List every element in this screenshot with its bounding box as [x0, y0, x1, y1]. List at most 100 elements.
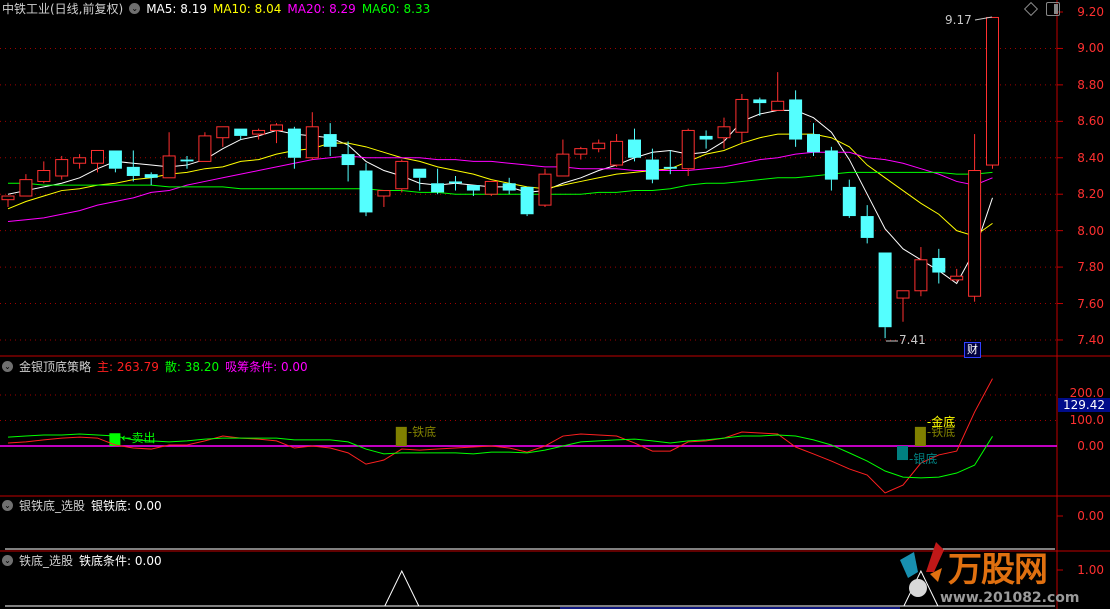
- candle: [377, 190, 391, 207]
- candle: [538, 168, 552, 207]
- signal-label: -银底: [909, 452, 938, 467]
- candle: [413, 168, 427, 191]
- candle-body: [395, 160, 409, 190]
- ind-tick-200: 200.0: [1069, 386, 1104, 400]
- candle: [860, 205, 874, 244]
- candle-body: [19, 179, 33, 197]
- candle-body: [878, 252, 892, 328]
- diamond-icon[interactable]: [1023, 1, 1039, 17]
- logo-text: 万股网: [948, 550, 1048, 590]
- indicator-header: ⌄ 金银顶底策略 主: 263.79 散: 38.20 吸筹条件: 0.00: [2, 358, 308, 375]
- chevron-down-icon[interactable]: ⌄: [2, 500, 13, 511]
- candle-body: [198, 135, 212, 162]
- candle: [628, 128, 641, 162]
- stock-title[interactable]: 中铁工业(日线,前复权): [2, 2, 124, 16]
- candle: [645, 148, 659, 184]
- panel3-value: 银铁底: 0.00: [91, 499, 162, 513]
- candle: [234, 128, 248, 140]
- iron-bottom-signal: [903, 569, 939, 607]
- candle-body: [807, 134, 820, 153]
- indicator-line: [7, 378, 993, 494]
- candle-body: [413, 168, 427, 178]
- candle-body: [699, 135, 713, 140]
- candle-body: [234, 128, 248, 136]
- candle-body: [1, 195, 15, 201]
- signal-bar: [914, 426, 926, 446]
- signal-label: -铁底: [926, 424, 956, 439]
- price-tick-label: 8.80: [1077, 77, 1104, 92]
- candle: [574, 146, 588, 160]
- panel4-tick: 1.00: [1077, 563, 1104, 577]
- accumulation-value: 吸筹条件: 0.00: [225, 360, 308, 374]
- candle-body: [860, 216, 874, 238]
- candle-body: [180, 159, 194, 162]
- candle-body: [466, 185, 480, 191]
- candle: [37, 161, 51, 184]
- panel-toggle-icon[interactable]: [1046, 2, 1060, 16]
- price-tick-label: 8.00: [1077, 223, 1104, 238]
- price-tick-label: 9.20: [1077, 5, 1104, 19]
- iron-bottom-plot: [5, 515, 1063, 609]
- price-tick-label: 8.60: [1077, 114, 1104, 129]
- candle-body: [645, 159, 659, 180]
- candle-body: [55, 159, 69, 177]
- price-tick-label: 8.20: [1077, 187, 1104, 202]
- candle-body: [377, 190, 391, 197]
- panel4-value: 铁底条件: 0.00: [79, 554, 162, 568]
- ind-tick-100: 100.0: [1069, 413, 1104, 427]
- candle-body: [359, 170, 373, 213]
- candle: [502, 177, 516, 195]
- candle-body: [520, 186, 534, 215]
- top-right-controls: [1023, 1, 1060, 17]
- candle-body: [950, 275, 964, 281]
- candle: [986, 16, 999, 169]
- candle: [395, 159, 409, 193]
- low-price-label: 7.41: [899, 333, 926, 347]
- price-tick-label: 7.40: [1077, 332, 1104, 347]
- candle-body: [484, 180, 498, 195]
- ma20-label: MA20: 8.29: [287, 1, 356, 16]
- ind-tick-0: 0.00: [1077, 439, 1104, 453]
- chevron-down-icon[interactable]: ⌄: [129, 3, 141, 14]
- finance-badge[interactable]: 财: [964, 342, 981, 358]
- candle-body: [287, 128, 301, 158]
- candle-body: [91, 149, 104, 164]
- candle-body: [753, 99, 767, 104]
- indicator-title[interactable]: 金银顶底策略: [19, 360, 92, 374]
- chevron-down-icon[interactable]: ⌄: [2, 555, 13, 566]
- candle: [216, 126, 230, 147]
- candle: [431, 168, 445, 195]
- candle: [681, 128, 695, 176]
- candle: [180, 155, 194, 169]
- candle: [449, 175, 462, 191]
- candle: [144, 172, 158, 186]
- panel3-tick: 0.00: [1077, 509, 1104, 523]
- candle-body: [73, 157, 87, 164]
- candle: [359, 163, 373, 217]
- logo: 万股网 www.201082.com: [896, 542, 1080, 608]
- candle-body: [914, 259, 928, 292]
- candle: [663, 150, 677, 175]
- panel4-header: ⌄ 铁底_选股 铁底条件: 0.00: [2, 552, 162, 569]
- candle: [735, 93, 749, 144]
- candle: [19, 174, 33, 197]
- chevron-down-icon[interactable]: ⌄: [2, 361, 13, 372]
- candle-body: [610, 140, 624, 166]
- candle-body: [538, 173, 552, 206]
- panel3-title[interactable]: 银铁底_选股: [19, 499, 86, 513]
- candle-body: [628, 139, 641, 158]
- candle: [610, 134, 624, 167]
- signal-bar: [395, 426, 407, 446]
- candle-body: [431, 183, 445, 193]
- candle: [126, 150, 140, 182]
- high-price-label: 9.17: [945, 13, 972, 27]
- candle-body: [592, 142, 606, 150]
- panel3-header: ⌄ 银铁底_选股 银铁底: 0.00: [2, 497, 162, 514]
- ma5-label: MA5: 8.19: [146, 1, 207, 16]
- signal-bar: [109, 433, 121, 446]
- panel4-title[interactable]: 铁底_选股: [19, 554, 74, 568]
- candle-body: [270, 124, 283, 131]
- candle-body: [986, 16, 999, 166]
